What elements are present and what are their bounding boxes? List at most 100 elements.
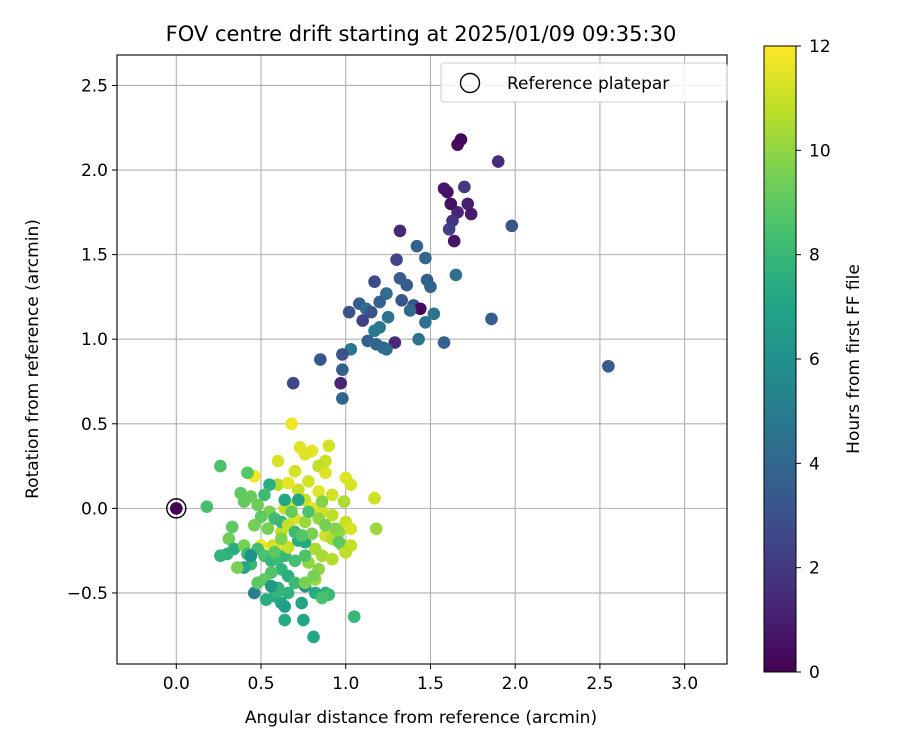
data-point xyxy=(437,336,451,349)
y-tick-label: 0.0 xyxy=(81,499,108,519)
data-point xyxy=(388,336,402,349)
data-point xyxy=(307,630,320,644)
data-point xyxy=(464,207,478,221)
y-tick-label: 2.5 xyxy=(81,76,108,96)
data-point xyxy=(237,495,251,508)
data-point xyxy=(315,591,329,605)
legend-label: Reference platepar xyxy=(507,74,669,94)
data-point xyxy=(319,466,332,480)
reference-point xyxy=(170,502,183,515)
data-point xyxy=(281,540,295,554)
data-point xyxy=(442,222,456,236)
data-point xyxy=(275,532,288,546)
data-point xyxy=(288,576,302,590)
data-point xyxy=(390,253,403,266)
data-point xyxy=(307,569,320,583)
x-axis-label: Angular distance from reference (arcmin) xyxy=(245,708,597,728)
x-tick-label: 1.0 xyxy=(332,674,359,694)
data-point xyxy=(325,552,339,566)
data-point xyxy=(251,576,264,590)
data-point xyxy=(285,505,298,519)
data-points xyxy=(200,133,615,644)
data-point xyxy=(336,363,349,376)
colorbar-ticks: 0 2 4 6 8 10 12 xyxy=(796,37,831,683)
data-point xyxy=(332,535,346,549)
data-point xyxy=(278,493,292,507)
x-tick-label: 2.5 xyxy=(586,674,613,694)
data-point xyxy=(241,466,254,480)
data-point xyxy=(400,278,414,292)
data-point xyxy=(302,475,315,488)
data-point xyxy=(312,485,325,498)
data-point xyxy=(344,478,358,491)
colorbar: 0 2 4 6 8 10 12 Hours from first FF file xyxy=(763,37,864,683)
data-point xyxy=(268,546,281,559)
x-tick-label: 0.0 xyxy=(163,674,190,694)
data-point xyxy=(251,498,264,512)
data-point xyxy=(295,596,308,610)
legend-box xyxy=(440,62,728,103)
x-tick-label: 2.0 xyxy=(502,674,529,694)
data-point xyxy=(458,180,471,194)
data-point xyxy=(380,287,393,300)
data-point xyxy=(414,302,427,316)
data-point xyxy=(298,576,312,590)
data-point xyxy=(271,454,285,468)
data-point xyxy=(314,353,327,366)
data-point xyxy=(315,549,329,563)
colorbar-tick-label: 10 xyxy=(809,141,831,161)
colorbar-tick-label: 4 xyxy=(809,454,820,474)
data-point xyxy=(298,549,312,563)
colorbar-tick-label: 12 xyxy=(809,37,831,57)
data-point xyxy=(288,554,302,568)
data-point xyxy=(264,579,278,593)
data-point xyxy=(281,476,295,490)
reference-marker xyxy=(166,498,187,519)
data-point xyxy=(381,310,395,324)
data-point xyxy=(322,439,336,453)
colorbar-tick-label: 6 xyxy=(809,350,820,370)
data-point xyxy=(258,488,271,502)
x-tick-label: 1.5 xyxy=(417,674,444,694)
data-point xyxy=(334,376,347,390)
y-tick-label: 1.5 xyxy=(81,246,108,266)
colorbar-gradient xyxy=(763,45,797,673)
data-point xyxy=(412,332,425,346)
data-point xyxy=(380,343,393,356)
data-point xyxy=(288,464,302,478)
colorbar-tick-label: 2 xyxy=(809,559,820,579)
data-point xyxy=(339,546,353,559)
data-point xyxy=(325,488,339,502)
data-point xyxy=(200,500,214,513)
data-point xyxy=(305,527,319,541)
data-point xyxy=(368,324,381,338)
data-point xyxy=(444,197,458,211)
data-point xyxy=(505,219,519,233)
data-point xyxy=(315,495,329,508)
legend-marker-icon xyxy=(459,72,481,94)
data-point xyxy=(298,447,312,461)
data-point xyxy=(231,561,244,574)
data-point xyxy=(247,518,261,532)
data-point xyxy=(278,613,292,627)
y-axis: −0.5 0.0 0.5 1.0 1.5 2.0 2.5 xyxy=(67,76,117,604)
data-point xyxy=(325,508,339,522)
y-tick-label: 2.0 xyxy=(81,161,108,181)
data-point xyxy=(344,522,358,535)
data-point xyxy=(285,417,298,431)
data-point xyxy=(419,251,432,265)
data-point xyxy=(292,493,305,507)
y-tick-label: 0.5 xyxy=(81,415,108,435)
data-point xyxy=(410,239,424,253)
data-point xyxy=(424,280,437,294)
data-point xyxy=(364,305,378,319)
data-point xyxy=(347,610,361,623)
data-point xyxy=(336,348,349,361)
plot-frame xyxy=(116,54,728,665)
data-point xyxy=(225,520,239,534)
data-point xyxy=(441,185,454,199)
data-point xyxy=(261,522,275,535)
colorbar-label: Hours from first FF file xyxy=(844,264,864,454)
data-point xyxy=(447,234,461,248)
colorbar-tick-label: 0 xyxy=(809,663,820,683)
